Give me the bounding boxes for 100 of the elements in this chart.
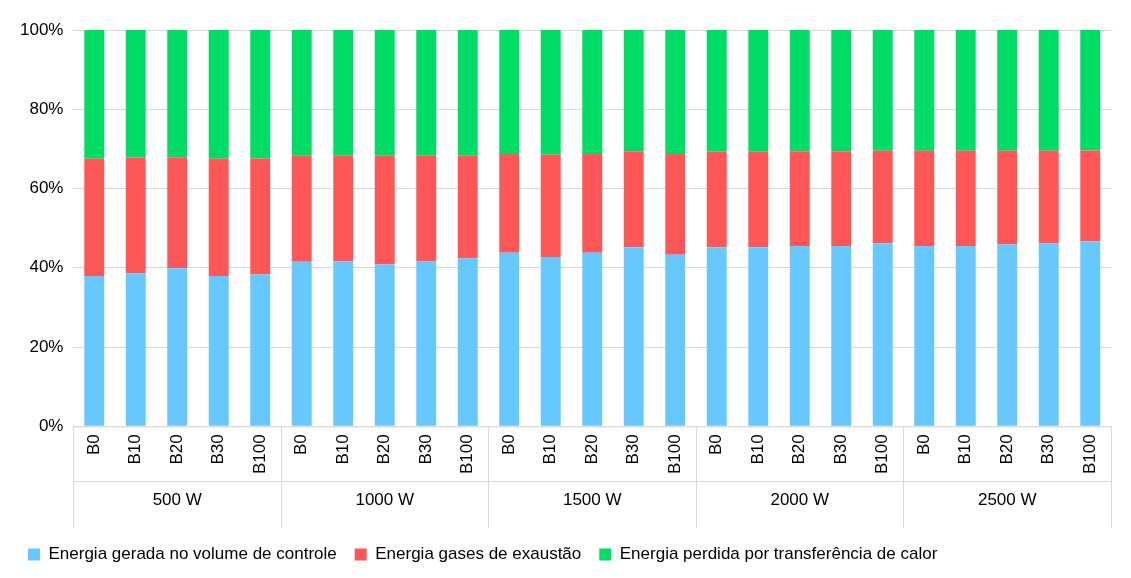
x-tick-label: B30 [830, 434, 850, 465]
x-tick-label: B0 [291, 434, 311, 456]
bar [84, 30, 105, 159]
y-tick-label: 60% [29, 178, 64, 198]
bar [540, 30, 561, 155]
bar [1038, 150, 1059, 244]
bar [582, 30, 603, 155]
legend-label: Energia perdida por transferência de calor [619, 544, 938, 564]
legend-label: Energia gases de exaustão [375, 544, 582, 564]
bar [84, 158, 105, 277]
bar [955, 245, 976, 426]
bar [333, 155, 354, 262]
bar [706, 247, 727, 426]
x-tick-label: B20 [996, 434, 1016, 465]
bar [1038, 243, 1059, 426]
bar [914, 245, 935, 426]
x-tick-label: B100 [457, 434, 477, 474]
bar [1080, 150, 1101, 242]
text: 2500 W [977, 489, 1037, 509]
bar [208, 158, 229, 277]
bar [457, 155, 478, 259]
bar [706, 151, 727, 248]
bar [748, 30, 769, 152]
bar [167, 268, 188, 426]
bar [167, 157, 188, 269]
bar [582, 154, 603, 253]
bar [831, 151, 852, 246]
x-tick-label: B0 [83, 434, 103, 456]
bar [374, 155, 395, 265]
bar [1038, 30, 1059, 151]
bar [250, 30, 271, 159]
text: 2000 W [770, 489, 830, 509]
bar [499, 154, 520, 253]
x-tick-label: B20 [789, 434, 809, 465]
bar [872, 150, 893, 244]
bar [374, 30, 395, 156]
bar [125, 273, 146, 426]
bar [125, 30, 146, 158]
bar [1080, 30, 1101, 151]
bar [789, 245, 810, 426]
x-tick-label: B10 [955, 434, 975, 465]
bar [623, 247, 644, 426]
bar [872, 30, 893, 151]
bar [997, 30, 1018, 151]
x-tick-label: B100 [1079, 434, 1099, 474]
x-tick-label: B0 [706, 434, 726, 456]
bar [665, 254, 686, 426]
text: 1000 W [355, 489, 415, 509]
bar [789, 151, 810, 246]
bar [416, 155, 437, 262]
bar [914, 150, 935, 246]
bar [416, 30, 437, 156]
x-tick-label: B100 [872, 434, 892, 474]
bar [665, 30, 686, 155]
bar [623, 151, 644, 248]
bar [416, 261, 437, 426]
x-tick-label: B30 [415, 434, 435, 465]
bar [955, 150, 976, 246]
text: 1500 W [562, 489, 622, 509]
bar [748, 151, 769, 248]
bar [748, 247, 769, 426]
bar [291, 155, 312, 262]
x-tick-label: B30 [208, 434, 228, 465]
text: 500 W [152, 489, 202, 509]
bar [208, 30, 229, 159]
bar [333, 261, 354, 426]
bar [167, 30, 188, 158]
bar [997, 244, 1018, 426]
bar [706, 30, 727, 152]
y-tick-label: 0% [38, 415, 64, 435]
y-tick-label: 40% [29, 257, 64, 277]
legend-label: Energia gerada no volume de controle [48, 544, 337, 564]
x-tick-label: B0 [498, 434, 518, 456]
bar [333, 30, 354, 156]
y-tick-label: 80% [29, 98, 64, 118]
x-tick-label: B10 [332, 434, 352, 465]
bar [499, 252, 520, 426]
x-tick-label: B30 [1038, 434, 1058, 465]
bar [291, 261, 312, 426]
bar [914, 30, 935, 151]
bar [84, 276, 105, 426]
x-tick-label: B0 [913, 434, 933, 456]
bar [457, 30, 478, 156]
y-tick-label: 100% [20, 19, 64, 39]
bar [582, 252, 603, 426]
bar [955, 30, 976, 151]
bar [831, 245, 852, 426]
x-tick-label: B100 [664, 434, 684, 474]
x-tick-label: B20 [374, 434, 394, 465]
bar [540, 154, 561, 258]
bar [374, 264, 395, 426]
bar [1080, 241, 1101, 426]
bar [997, 150, 1018, 245]
bar [665, 154, 686, 255]
bar [789, 30, 810, 152]
bar [125, 157, 146, 274]
x-tick-label: B10 [747, 434, 767, 465]
bar [250, 274, 271, 426]
y-tick-label: 20% [29, 336, 64, 356]
bar [872, 243, 893, 426]
